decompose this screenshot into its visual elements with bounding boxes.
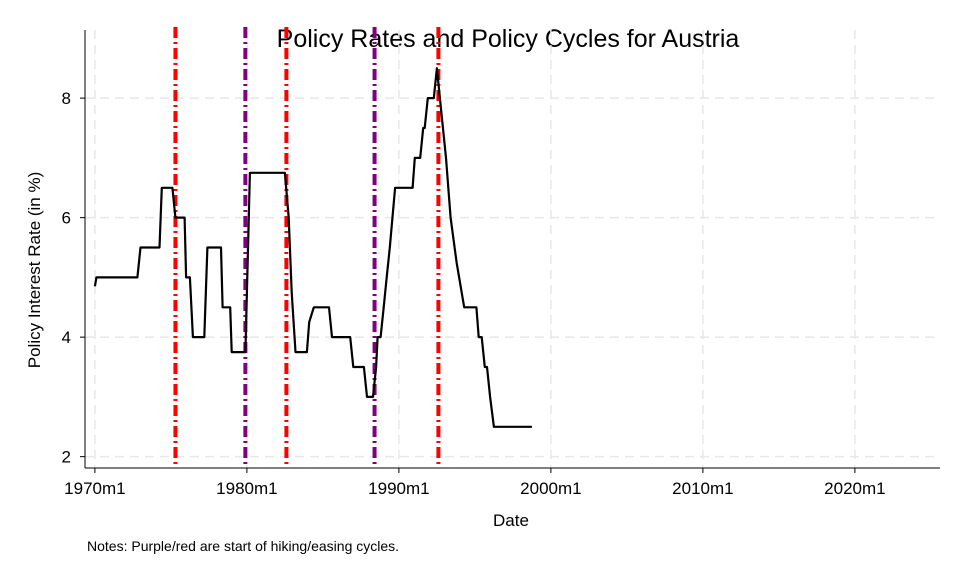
y-tick-label: 6 — [62, 209, 71, 228]
y-tick-label: 4 — [62, 328, 71, 347]
x-axis-label: Date — [493, 511, 529, 530]
x-tick-label: 1980m1 — [216, 479, 277, 498]
y-axis-label: Policy Interest Rate (in %) — [25, 172, 44, 369]
x-tick-label: 1990m1 — [368, 479, 429, 498]
y-tick-label: 2 — [62, 448, 71, 467]
y-tick-label: 8 — [62, 89, 71, 108]
x-tick-label: 2000m1 — [520, 479, 581, 498]
x-tick-label: 2010m1 — [672, 479, 733, 498]
policy-rate-line — [93, 67, 532, 428]
x-tick-label: 1970m1 — [64, 479, 125, 498]
chart-title: Policy Rates and Policy Cycles for Austr… — [277, 25, 740, 53]
chart-note: Notes: Purple/red are start of hiking/ea… — [87, 538, 399, 554]
x-tick-label: 2020m1 — [824, 479, 885, 498]
